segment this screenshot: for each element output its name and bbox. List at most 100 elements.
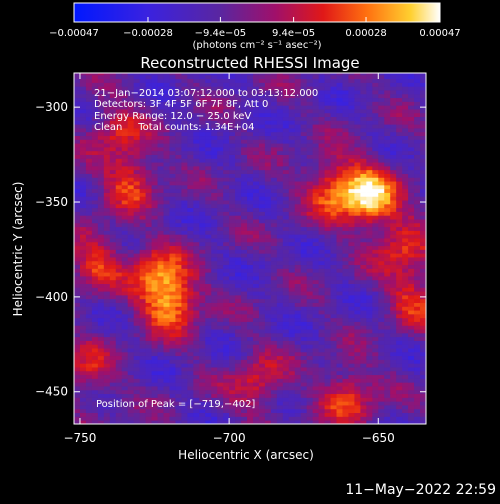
heatmap-cell <box>116 196 122 200</box>
heatmap-cell <box>384 386 390 390</box>
heatmap-cell <box>223 227 229 231</box>
heatmap-cell <box>259 272 265 276</box>
heatmap-cell <box>295 105 301 109</box>
heatmap-cell <box>181 265 187 269</box>
heatmap-cell <box>283 181 289 185</box>
heatmap-cell <box>211 299 217 303</box>
heatmap-cell <box>134 359 140 363</box>
heatmap-cell <box>295 322 301 326</box>
heatmap-cell <box>378 204 384 208</box>
heatmap-cell <box>92 306 98 310</box>
heatmap-cell <box>372 318 378 322</box>
heatmap-cell <box>337 128 343 132</box>
heatmap-cell <box>354 166 360 170</box>
heatmap-cell <box>384 314 390 318</box>
heatmap-cell <box>104 136 110 140</box>
heatmap-cell <box>372 291 378 295</box>
heatmap-cell <box>378 193 384 197</box>
heatmap-cell <box>372 378 378 382</box>
heatmap-cell <box>271 348 277 352</box>
heatmap-cell <box>128 276 134 280</box>
heatmap-cell <box>259 242 265 246</box>
heatmap-cell <box>337 363 343 367</box>
heatmap-cell <box>235 378 241 382</box>
heatmap-cell <box>241 287 247 291</box>
heatmap-cell <box>378 185 384 189</box>
heatmap-cell <box>247 314 253 318</box>
heatmap-cell <box>235 280 241 284</box>
heatmap-cell <box>414 230 420 234</box>
heatmap-cell <box>360 344 366 348</box>
heatmap-cell <box>337 212 343 216</box>
heatmap-cell <box>122 196 128 200</box>
heatmap-cell <box>414 329 420 333</box>
heatmap-cell <box>241 246 247 250</box>
heatmap-cell <box>271 147 277 151</box>
heatmap-cell <box>295 124 301 128</box>
heatmap-cell <box>205 193 211 197</box>
heatmap-cell <box>331 132 337 136</box>
heatmap-cell <box>402 189 408 193</box>
heatmap-cell <box>163 139 169 143</box>
heatmap-cell <box>366 375 372 379</box>
heatmap-cell <box>265 268 271 272</box>
heatmap-cell <box>163 170 169 174</box>
heatmap-cell <box>98 337 104 341</box>
heatmap-cell <box>277 367 283 371</box>
heatmap-cell <box>199 378 205 382</box>
heatmap-cell <box>372 238 378 242</box>
heatmap-cell <box>175 272 181 276</box>
heatmap-cell <box>223 246 229 250</box>
heatmap-cell <box>92 375 98 379</box>
heatmap-cell <box>158 356 164 360</box>
heatmap-cell <box>193 291 199 295</box>
heatmap-cell <box>193 246 199 250</box>
heatmap-cell <box>342 234 348 238</box>
heatmap-cell <box>241 230 247 234</box>
heatmap-cell <box>193 371 199 375</box>
heatmap-cell <box>337 139 343 143</box>
heatmap-cell <box>211 325 217 329</box>
heatmap-cell <box>211 329 217 333</box>
heatmap-cell <box>420 397 426 401</box>
heatmap-cell <box>366 113 372 117</box>
heatmap-cell <box>313 367 319 371</box>
heatmap-cell <box>146 204 152 208</box>
heatmap-cell <box>283 238 289 242</box>
heatmap-cell <box>122 394 128 398</box>
heatmap-cell <box>152 177 158 181</box>
heatmap-cell <box>74 155 80 159</box>
heatmap-cell <box>319 303 325 307</box>
heatmap-cell <box>396 117 402 121</box>
heatmap-cell <box>301 367 307 371</box>
heatmap-cell <box>283 333 289 337</box>
heatmap-cell <box>414 268 420 272</box>
heatmap-cell <box>80 280 86 284</box>
heatmap-cell <box>295 189 301 193</box>
heatmap-cell <box>152 344 158 348</box>
heatmap-cell <box>181 386 187 390</box>
heatmap-cell <box>92 234 98 238</box>
heatmap-cell <box>307 280 313 284</box>
heatmap-cell <box>122 238 128 242</box>
heatmap-cell <box>384 306 390 310</box>
heatmap-cell <box>104 284 110 288</box>
heatmap-cell <box>110 367 116 371</box>
heatmap-cell <box>122 147 128 151</box>
heatmap-cell <box>211 196 217 200</box>
heatmap-cell <box>348 291 354 295</box>
heatmap-cell <box>152 378 158 382</box>
heatmap-cell <box>307 382 313 386</box>
heatmap-cell <box>289 223 295 227</box>
heatmap-cell <box>360 234 366 238</box>
heatmap-cell <box>80 344 86 348</box>
heatmap-cell <box>158 333 164 337</box>
heatmap-cell <box>378 390 384 394</box>
heatmap-cell <box>92 155 98 159</box>
heatmap-cell <box>116 299 122 303</box>
heatmap-cell <box>92 299 98 303</box>
heatmap-cell <box>301 230 307 234</box>
heatmap-cell <box>408 189 414 193</box>
heatmap-cell <box>337 268 343 272</box>
